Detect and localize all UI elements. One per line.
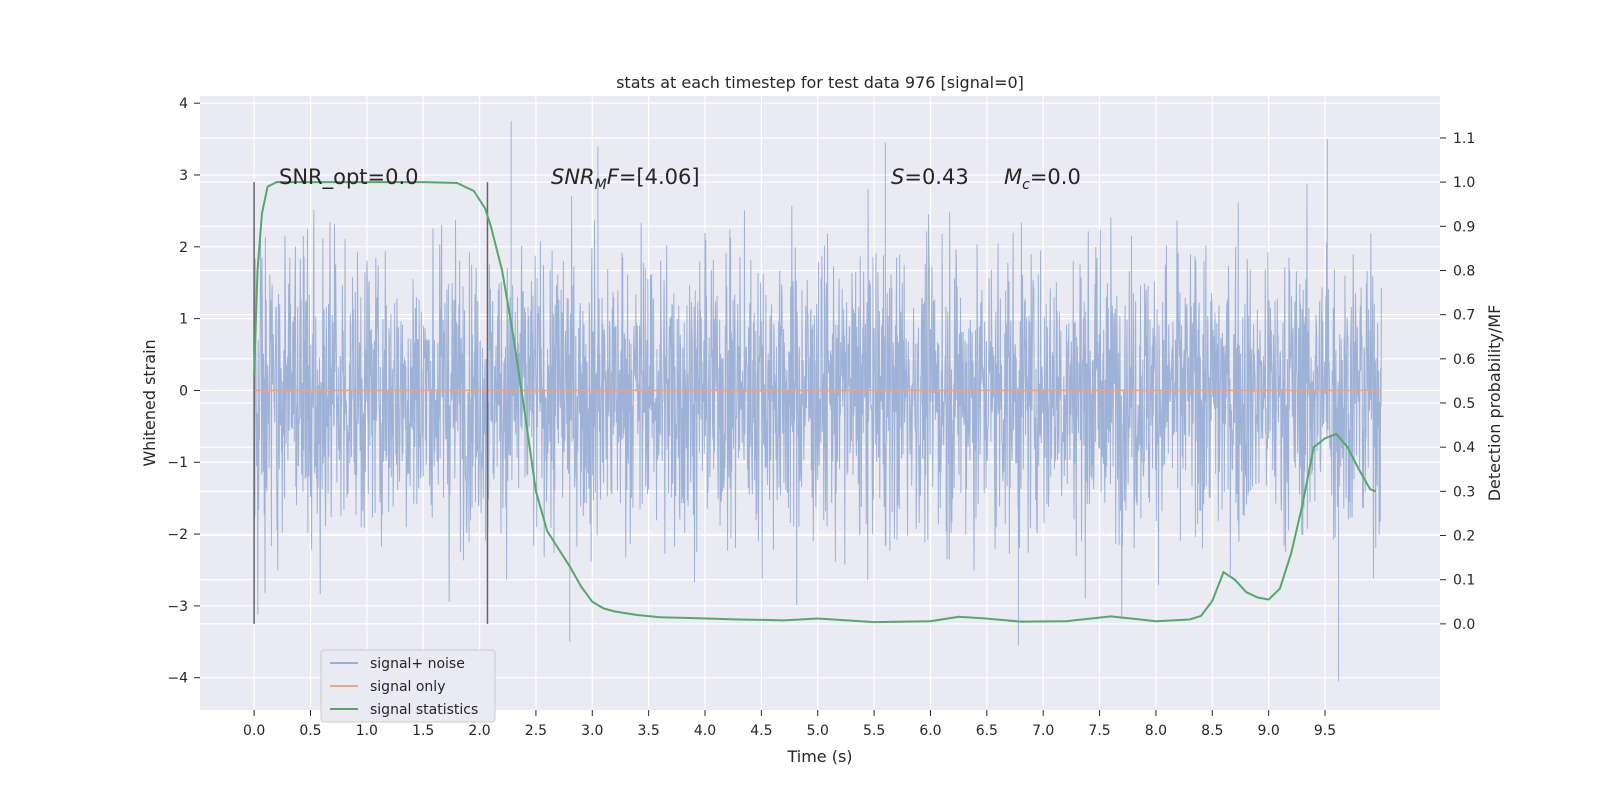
legend-box: [320, 649, 496, 723]
x-tick-label-19: 9.5: [1314, 723, 1336, 739]
x-tick-label-10: 5.0: [807, 723, 829, 739]
y-right-tick-label-9: 0.9: [1453, 219, 1475, 235]
legend: signal+ noise signal only signal statist…: [320, 649, 496, 723]
x-axis-label: Time (s): [786, 747, 852, 766]
x-tick-label-16: 8.0: [1145, 723, 1167, 739]
x-tick-label-4: 2.0: [468, 723, 490, 739]
annotation-s: S=0.43: [891, 165, 969, 189]
annotations: SNR_opt=0.0 SNRMF=[4.06] S=0.43 Mc=0.0: [279, 165, 1081, 193]
series-signal-plus-noise: [253, 121, 1382, 682]
x-tick-label-1: 0.5: [299, 723, 321, 739]
y-right-tick-label-2: 0.2: [1453, 529, 1475, 545]
legend-label-signal-statistics: signal statistics: [370, 702, 478, 718]
x-tick-label-6: 3.0: [581, 723, 603, 739]
y-axis-right: 0.0 0.1 0.2 0.3 0.4 0.5 0.6 0.7 0.8 0.9 1.0 1.1: [1440, 131, 1475, 633]
y-right-tick-label-7: 0.7: [1453, 308, 1475, 324]
y-left-tick-label-6: 2: [179, 240, 188, 256]
y-right-tick-label-10: 1.0: [1453, 175, 1475, 191]
y-axis-left-label: Whitened strain: [140, 339, 159, 466]
y-left-tick-label-8: 4: [179, 96, 188, 112]
y-left-tick-label-1: −3: [167, 599, 188, 615]
vertical-markers: [253, 182, 489, 624]
y-left-tick-label-0: −4: [167, 671, 188, 687]
y-right-tick-label-11: 1.1: [1453, 131, 1475, 147]
x-tick-label-12: 6.0: [919, 723, 941, 739]
series-signal-statistics: [253, 181, 1377, 624]
annotation-snr-opt: SNR_opt=0.0: [279, 165, 419, 190]
y-left-tick-label-3: −1: [167, 455, 188, 471]
y-right-tick-label-6: 0.6: [1453, 352, 1475, 368]
y-right-tick-label-4: 0.4: [1453, 440, 1475, 456]
x-tick-label-7: 3.5: [638, 723, 660, 739]
y-axis-right-label: Detection probability/MF: [1485, 305, 1504, 502]
x-tick-label-5: 2.5: [525, 723, 547, 739]
y-right-tick-label-1: 0.1: [1453, 573, 1475, 589]
y-left-tick-label-5: 1: [179, 312, 188, 328]
x-tick-label-18: 9.0: [1258, 723, 1280, 739]
x-tick-label-17: 8.5: [1201, 723, 1223, 739]
y-right-tick-label-0: 0.0: [1453, 617, 1475, 633]
y-right-tick-label-8: 0.8: [1453, 263, 1475, 279]
y-axis-left: −4 −3 −2 −1 0 1 2 3 4: [167, 96, 200, 687]
x-tick-label-2: 1.0: [356, 723, 378, 739]
y-left-tick-label-4: 0: [179, 383, 188, 399]
x-tick-label-15: 7.5: [1088, 723, 1110, 739]
y-right-tick-label-3: 0.3: [1453, 484, 1475, 500]
x-tick-label-3: 1.5: [412, 723, 434, 739]
x-tick-label-8: 4.0: [694, 723, 716, 739]
x-tick-label-0: 0.0: [243, 723, 265, 739]
y-left-tick-label-2: −2: [167, 527, 188, 543]
annotation-mc: Mc=0.0: [1004, 165, 1081, 193]
x-tick-label-11: 5.5: [863, 723, 885, 739]
x-axis: 0.0 0.5 1.0 1.5 2.0 2.5 3.0 3.5 4.0 4.5 5.0 5.5 6.0 6…: [243, 710, 1336, 739]
x-tick-label-9: 4.5: [750, 723, 772, 739]
x-tick-label-14: 7.0: [1032, 723, 1054, 739]
legend-label-signal-plus-noise: signal+ noise: [370, 656, 465, 672]
y-left-tick-label-7: 3: [179, 168, 188, 184]
x-tick-label-13: 6.5: [976, 723, 998, 739]
signal-statistics-line: [253, 181, 1377, 624]
noise-line: [253, 121, 1382, 682]
annotation-snr-mf: SNRMF=[4.06]: [551, 165, 700, 193]
legend-label-signal-only: signal only: [370, 679, 445, 695]
y-right-tick-label-5: 0.5: [1453, 396, 1475, 412]
chart-title: stats at each timestep for test data 976…: [616, 73, 1024, 92]
